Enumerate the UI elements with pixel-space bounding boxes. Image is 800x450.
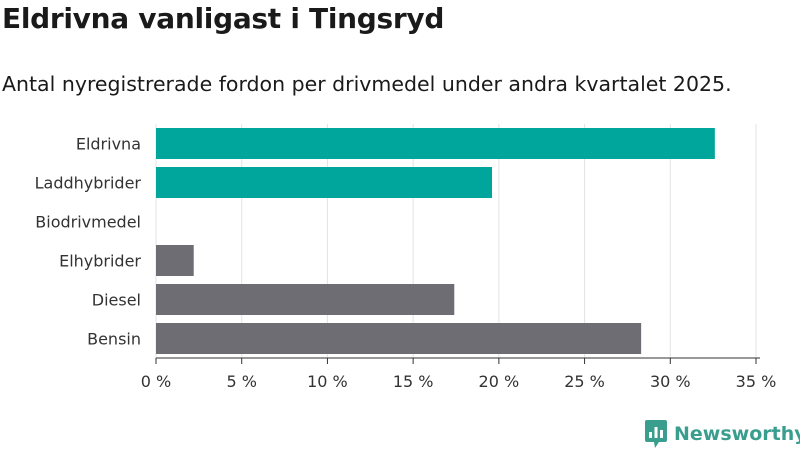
x-tick-label: 20 %: [479, 372, 520, 391]
category-label: Laddhybrider: [35, 174, 142, 193]
category-label: Elhybrider: [59, 252, 141, 271]
bar-elhybrider: [156, 245, 194, 276]
x-tick-label: 5 %: [226, 372, 256, 391]
category-label: Diesel: [92, 291, 141, 310]
bar-laddhybrider: [156, 167, 492, 198]
x-tick-label: 10 %: [307, 372, 348, 391]
chart-title: Eldrivna vanligast i Tingsryd: [2, 2, 445, 35]
chart-subtitle: Antal nyregistrerade fordon per drivmede…: [2, 72, 732, 96]
brand-name: Newsworthy: [674, 423, 800, 445]
bar-diesel: [156, 284, 455, 315]
category-label: Eldrivna: [76, 135, 141, 154]
x-tick-label: 15 %: [393, 372, 434, 391]
bar-eldrivna: [156, 128, 715, 159]
category-label: Biodrivmedel: [35, 213, 141, 232]
newsworthy-logo-icon: [645, 420, 667, 448]
x-tick-label: 25 %: [564, 372, 605, 391]
x-tick-label: 30 %: [650, 372, 691, 391]
bar-bensin: [156, 323, 642, 354]
brand-logo: Newsworthy: [644, 419, 800, 449]
category-label: Bensin: [87, 330, 141, 349]
x-tick-label: 35 %: [736, 372, 777, 391]
x-tick-label: 0 %: [141, 372, 171, 391]
